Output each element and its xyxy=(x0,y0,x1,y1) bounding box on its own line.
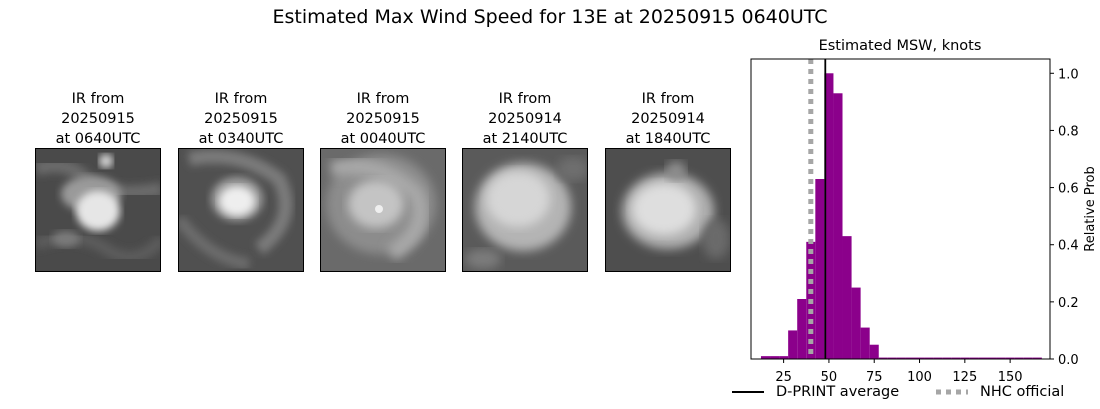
ir-caption-time: at 0640UTC xyxy=(55,131,141,147)
ir-caption-time: at 0040UTC xyxy=(340,131,426,147)
y-tick-label: 0.4 xyxy=(1058,239,1079,254)
ir-caption-time: at 1840UTC xyxy=(625,131,711,147)
ir-satellite-image xyxy=(320,148,446,272)
histogram-bar xyxy=(824,73,834,360)
legend-dprint-label: D-PRINT average xyxy=(776,384,900,400)
histogram-bar xyxy=(905,357,915,359)
histogram-bar xyxy=(851,287,861,359)
figure-title: Estimated Max Wind Speed for 13E at 2025… xyxy=(272,6,828,28)
histogram-bar xyxy=(869,344,879,359)
histogram-bar xyxy=(797,299,807,359)
ir-caption-line1: IR from xyxy=(71,91,125,107)
ir-caption-date: 20250914 xyxy=(631,111,705,127)
histogram-bar xyxy=(978,357,988,359)
y-tick-label: 0.0 xyxy=(1058,353,1079,368)
histogram-bar xyxy=(842,236,852,359)
histogram-bar xyxy=(896,357,906,359)
histogram-bar xyxy=(833,93,843,360)
ir-satellite-image xyxy=(462,148,588,272)
ir-caption-time: at 2140UTC xyxy=(482,131,568,147)
histogram-bar xyxy=(951,357,961,359)
histogram-bar xyxy=(760,356,771,359)
ir-caption-date: 20250915 xyxy=(61,111,135,127)
x-tick-label: 75 xyxy=(866,370,883,385)
ir-satellite-image xyxy=(35,148,161,272)
ir-caption-line1: IR from xyxy=(214,91,268,107)
ir-panel: IR from 20250915 at 0640UTC xyxy=(35,89,161,272)
histogram-bar xyxy=(788,330,798,359)
legend-nhc-label: NHC official xyxy=(980,384,1065,400)
histogram-bar xyxy=(887,357,897,359)
y-tick-label: 0.6 xyxy=(1058,182,1079,197)
ir-caption-time: at 0340UTC xyxy=(198,131,284,147)
dprint-line-icon xyxy=(732,391,764,393)
plot-frame xyxy=(750,58,1051,360)
nhc-dotted-line-icon xyxy=(936,389,968,395)
histogram-bar xyxy=(933,357,943,359)
x-tick-label: 150 xyxy=(998,370,1023,385)
ir-panel: IR from 20250914 at 1840UTC xyxy=(605,89,731,272)
y-axis-label: Relative Prob xyxy=(1083,166,1098,251)
histogram-bar xyxy=(860,327,870,359)
histogram-bars xyxy=(760,73,1042,360)
histogram-bar xyxy=(1032,357,1042,359)
x-tick-label: 100 xyxy=(907,370,932,385)
histogram-bar xyxy=(1014,357,1024,359)
ir-caption-date: 20250914 xyxy=(488,111,562,127)
ir-panel-caption: IR from 20250914 at 1840UTC xyxy=(605,89,731,149)
ir-panel: IR from 20250915 at 0340UTC xyxy=(178,89,304,272)
histogram-bar xyxy=(996,357,1006,359)
histogram-bar xyxy=(914,357,925,359)
x-tick-label: 25 xyxy=(775,370,792,385)
histogram-bar xyxy=(987,357,997,359)
ir-caption-date: 20250915 xyxy=(346,111,420,127)
histogram-bar xyxy=(969,357,979,359)
x-tick-label: 125 xyxy=(952,370,977,385)
histogram-bar xyxy=(924,357,934,359)
y-axis-ticks: 0.0 0.2 0.4 0.6 0.8 1.0 xyxy=(1050,67,1079,368)
ir-caption-line1: IR from xyxy=(356,91,410,107)
ir-panel: IR from 20250914 at 2140UTC xyxy=(462,89,588,272)
histogram-bar xyxy=(1023,357,1033,359)
y-tick-label: 1.0 xyxy=(1058,67,1079,82)
ir-satellite-image xyxy=(605,148,731,272)
reference-lines xyxy=(808,59,827,359)
legend-dprint: D-PRINT average xyxy=(732,384,899,400)
ir-panel-caption: IR from 20250915 at 0040UTC xyxy=(320,89,446,149)
x-tick-label: 50 xyxy=(821,370,838,385)
histogram-bar xyxy=(770,356,780,359)
y-tick-label: 0.2 xyxy=(1058,296,1079,311)
histogram-bar xyxy=(878,357,888,359)
legend-nhc: NHC official xyxy=(936,384,1064,400)
x-axis-ticks: 25 50 75 100 125 150 xyxy=(775,359,1023,385)
ir-panel: IR from 20250915 at 0040UTC xyxy=(320,89,446,272)
histogram-bar xyxy=(942,357,952,359)
ir-panel-caption: IR from 20250915 at 0340UTC xyxy=(178,89,304,149)
histogram-bar xyxy=(779,356,789,359)
histogram-bar xyxy=(1005,357,1015,359)
y-tick-label: 0.8 xyxy=(1058,124,1079,139)
chart-title: Estimated MSW, knots xyxy=(819,38,982,54)
ir-caption-line1: IR from xyxy=(641,91,695,107)
ir-panel-caption: IR from 20250915 at 0640UTC xyxy=(35,89,161,149)
ir-caption-date: 20250915 xyxy=(204,111,278,127)
ir-panel-caption: IR from 20250914 at 2140UTC xyxy=(462,89,588,149)
histogram-bar xyxy=(960,357,970,359)
ir-satellite-image xyxy=(178,148,304,272)
histogram-bar xyxy=(815,179,825,359)
ir-caption-line1: IR from xyxy=(498,91,552,107)
